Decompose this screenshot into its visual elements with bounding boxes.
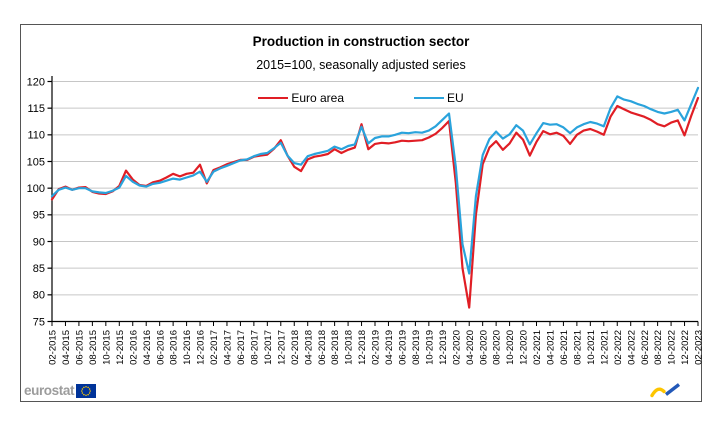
- chart-subtitle: 2015=100, seasonally adjusted series: [256, 58, 466, 72]
- eurostat-logo-text: eurostat: [24, 383, 75, 398]
- eu-flag-icon: [76, 383, 97, 398]
- chart-title: Production in construction sector: [252, 34, 470, 49]
- legend-item-eu: EU: [414, 91, 464, 105]
- euro-area-line-swatch: [258, 97, 289, 99]
- legend-label-eu: EU: [447, 91, 464, 105]
- eu-line-swatch: [414, 97, 445, 99]
- swoosh-blue-stroke: [664, 383, 681, 396]
- swoosh-icon: [650, 383, 681, 398]
- legend-item-euro-area: Euro area: [258, 91, 344, 105]
- eurostat-logo: eurostat: [24, 383, 97, 398]
- legend-label-euro-area: Euro area: [291, 91, 345, 105]
- legend: Euro area EU: [21, 91, 701, 105]
- chart-frame: Production in construction sector 2015=1…: [20, 24, 702, 402]
- swoosh-yellow-stroke: [650, 387, 666, 398]
- eu-flag-stars: [81, 385, 92, 396]
